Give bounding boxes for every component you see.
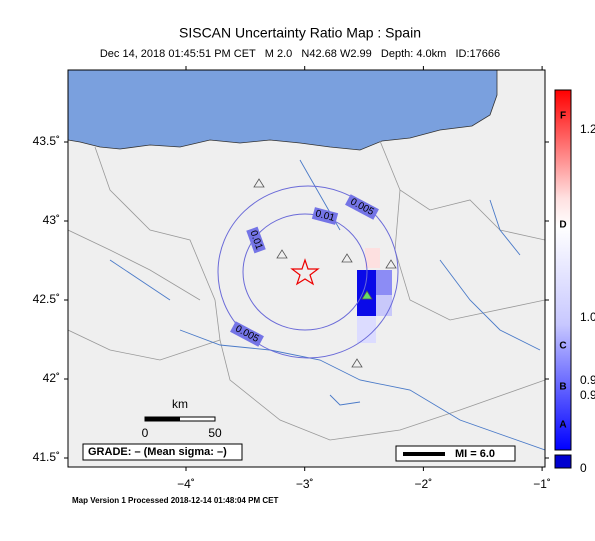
contours	[217, 185, 399, 359]
colorbar-tick: 0.9	[580, 373, 595, 387]
map-frame	[67, 69, 546, 468]
lat-tick-label: 42˚	[43, 371, 60, 385]
mi-box	[395, 445, 516, 462]
colorbar-floor	[554, 454, 572, 469]
grade-label: B	[559, 382, 566, 393]
map-area: 0.005 0.01 0.01 0.005 km 0 50 GRADE: – (…	[68, 70, 545, 467]
grade-label: F	[560, 111, 566, 122]
mi-text: MI = 6.0	[455, 448, 495, 460]
grade-box	[82, 443, 243, 461]
lat-tick-label: 42.5˚	[33, 292, 60, 306]
contour-label: 0.01	[314, 208, 336, 224]
lat-tick-label: 43.5˚	[33, 134, 60, 148]
colorbar-scale	[554, 89, 572, 451]
scale-unit: km	[172, 397, 188, 411]
lat-tick-label: 41.5˚	[33, 450, 60, 464]
grade-label: A	[559, 420, 566, 431]
borders	[68, 140, 545, 441]
subtitle: Dec 14, 2018 01:45:51 PM CET M 2.0 N42.6…	[100, 48, 500, 60]
colorbar-tick: 0	[580, 461, 587, 475]
lon-tick-label: −2˚	[415, 477, 433, 491]
colorbar-tick: 1.2	[580, 122, 595, 136]
title: SISCAN Uncertainty Ratio Map : Spain	[179, 25, 421, 41]
epicenter	[290, 258, 320, 286]
scale-label: 0	[142, 426, 149, 440]
colorbar-tick: 1.0	[580, 310, 595, 324]
lon-tick-label: −3˚	[296, 477, 314, 491]
rivers	[109, 159, 545, 451]
colorbar-tick: 0.9	[580, 388, 595, 402]
grade-text: GRADE: – (Mean sigma: –)	[88, 446, 227, 458]
scale-label: 50	[208, 426, 222, 440]
footer: Map Version 1 Processed 2018-12-14 01:48…	[72, 496, 278, 505]
grade-label: D	[559, 220, 566, 231]
colorbar: F D C B A 1.2 1.0 0.9 0.9 0	[554, 89, 595, 475]
axes: 43.5˚ 43˚ 42.5˚ 42˚ 41.5˚ −4˚ −3˚ −2˚ −1˚	[33, 66, 551, 491]
stations	[253, 178, 397, 368]
lon-tick-label: −1˚	[533, 477, 551, 491]
lon-tick-label: −4˚	[177, 477, 195, 491]
scale-bar: km 0 50	[142, 397, 222, 440]
lat-tick-label: 43˚	[43, 213, 60, 227]
grade-label: C	[559, 341, 566, 352]
sea	[68, 70, 498, 151]
